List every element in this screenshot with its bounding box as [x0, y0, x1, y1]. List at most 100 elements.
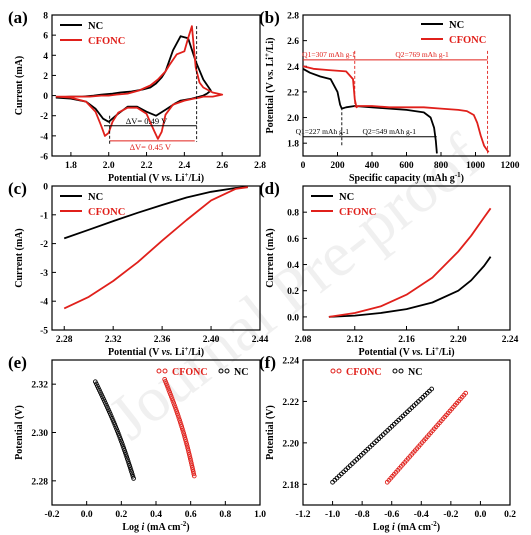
- x-tick-label: 2.16: [398, 335, 415, 345]
- data-point: [166, 387, 172, 393]
- data-point: [169, 396, 175, 402]
- x-tick-label: 0.6: [185, 510, 197, 520]
- legend-label: NC: [88, 21, 103, 32]
- y-tick-label: 2.8: [287, 12, 299, 22]
- x-tick-label: 600: [399, 161, 414, 171]
- y-tick-label: -2: [40, 240, 48, 250]
- data-point: [115, 430, 121, 436]
- data-point: [118, 437, 124, 443]
- data-point: [187, 454, 193, 460]
- series-line-nc: [328, 256, 492, 318]
- y-tick-label: 0.0: [287, 313, 299, 323]
- data-point: [172, 402, 177, 408]
- panel-label: (f): [259, 353, 276, 372]
- legend-marker: [162, 368, 168, 374]
- x-tick-label: 2.32: [105, 335, 122, 345]
- data-point: [113, 424, 119, 430]
- x-tick-label: -0.6: [384, 510, 399, 520]
- data-point: [463, 390, 468, 396]
- data-point: [122, 450, 128, 455]
- plot-frame: [51, 14, 261, 157]
- data-point: [163, 381, 169, 386]
- data-point: [168, 392, 173, 397]
- data-point: [191, 471, 197, 477]
- data-point: [191, 473, 197, 479]
- annotation-q1-cfonc: Q1=307 mAh g-1: [302, 50, 356, 59]
- x-tick-label: 0.8: [219, 510, 231, 520]
- data-point: [177, 419, 183, 425]
- y-axis-label: Current (mA): [265, 228, 276, 288]
- data-point: [119, 441, 125, 447]
- data-point: [174, 409, 180, 414]
- y-tick-label: 2.32: [31, 381, 48, 391]
- y-tick-label: 0.6: [287, 235, 299, 245]
- data-point: [122, 448, 127, 453]
- series-line-cfonc: [328, 207, 492, 318]
- x-axis-label: Potential (V vs. Li+/Li): [108, 171, 204, 184]
- data-point: [129, 471, 135, 477]
- data-point: [188, 458, 194, 464]
- data-point: [124, 454, 130, 460]
- y-tick-label: 2.4: [287, 63, 299, 73]
- y-tick-label: 8: [43, 12, 48, 22]
- plot-frame: [51, 185, 261, 331]
- data-point: [189, 465, 195, 470]
- data-point: [115, 428, 120, 434]
- x-tick-label: 2.28: [56, 335, 73, 345]
- y-tick-label: 2.22: [282, 398, 299, 408]
- data-point: [183, 437, 188, 442]
- data-point: [175, 413, 181, 419]
- data-point: [173, 407, 179, 412]
- y-tick-label: 0.2: [287, 287, 299, 297]
- annotation-q2-nc: Q2=549 mAh g-1: [363, 127, 417, 136]
- panel-label: (c): [8, 179, 27, 198]
- y-tick-label: -4: [40, 298, 48, 308]
- panel-b: 0 200 400 600 800 1000 1200 1.8 2.0 2.2 2.4 2.6 2.8 S…: [259, 8, 520, 184]
- data-point: [123, 452, 129, 458]
- data-point: [183, 439, 189, 444]
- data-point: [187, 456, 193, 462]
- legend-marker: [336, 368, 342, 374]
- annotation-q2-cfonc: Q2=769 mAh g-1: [395, 50, 449, 59]
- y-tick-label: 4: [43, 52, 48, 62]
- x-tick-label: 2.8: [254, 161, 266, 171]
- x-axis-label: Specific capacity (mAh g-1): [349, 171, 464, 184]
- data-point: [185, 447, 191, 453]
- data-point: [125, 458, 131, 464]
- data-point: [182, 434, 188, 440]
- y-tick-label: 0.4: [287, 261, 299, 271]
- panel-e: -0.2 0.0 0.2 0.4 0.6 0.8 1.0 2.28 2.30 2.32 Log i …: [8, 353, 266, 533]
- data-point: [114, 426, 119, 432]
- y-axis-label: Potential (V vs. Li+/Li): [263, 37, 276, 133]
- legend-marker: [224, 368, 230, 374]
- legend-label: CFONC: [88, 207, 125, 218]
- data-point: [108, 413, 114, 419]
- legend-label: NC: [408, 367, 422, 378]
- x-tick-label: 1.0: [254, 510, 266, 520]
- series-line-cfonc: [55, 25, 224, 140]
- series-line-cfonc: [302, 65, 490, 153]
- data-point: [175, 411, 180, 417]
- legend-label: NC: [88, 192, 103, 203]
- data-point: [168, 394, 174, 399]
- y-tick-label: 2: [43, 72, 48, 82]
- y-tick-label: 2.6: [287, 37, 299, 47]
- plot-frame: [302, 359, 511, 506]
- data-point: [188, 460, 194, 466]
- data-point: [126, 461, 132, 466]
- x-tick-label: 1000: [466, 161, 485, 171]
- x-tick-label: 2.44: [252, 335, 269, 345]
- data-point: [162, 376, 168, 382]
- x-tick-label: 0: [301, 161, 306, 171]
- data-point: [186, 452, 192, 457]
- y-tick-label: 1.8: [287, 140, 299, 150]
- panel-label: (b): [259, 8, 280, 27]
- data-point: [179, 426, 185, 432]
- data-point: [180, 428, 186, 434]
- x-tick-label: 2.6: [216, 161, 228, 171]
- data-point: [176, 415, 182, 421]
- y-axis-label: Potential (V): [14, 405, 25, 460]
- data-point: [186, 450, 192, 455]
- data-point: [127, 465, 133, 471]
- y-tick-label: -1: [40, 211, 48, 221]
